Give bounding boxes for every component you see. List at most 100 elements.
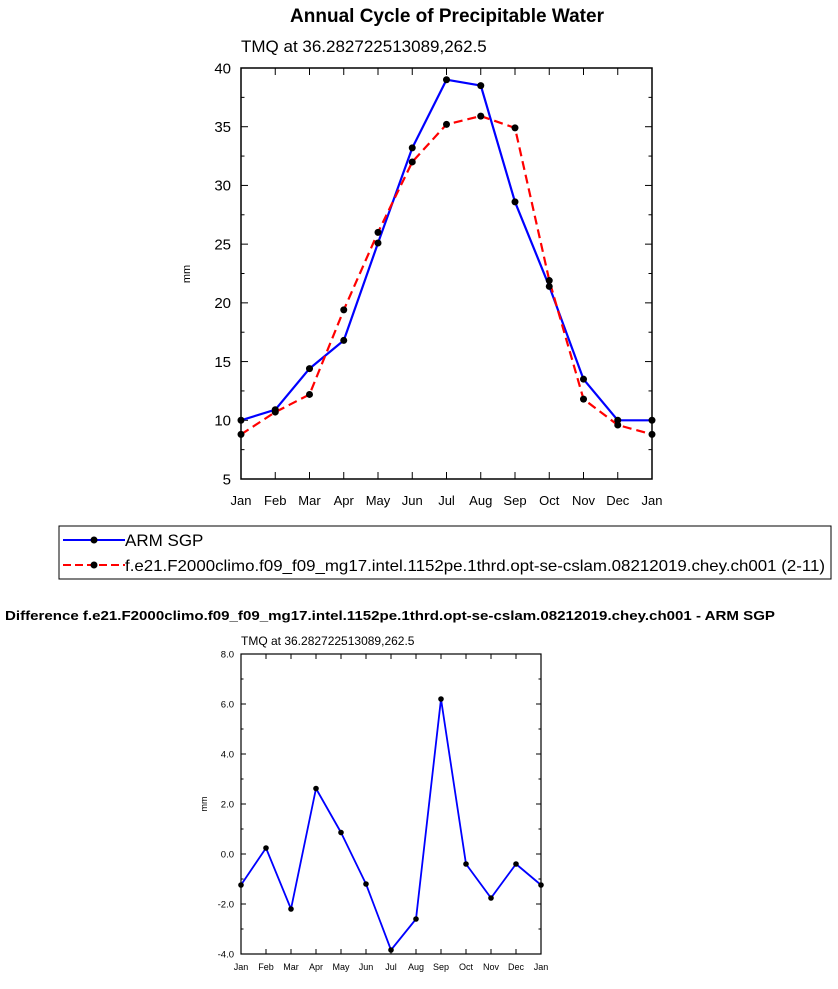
chart-2-points xyxy=(238,696,544,953)
chart-2-ytick-label: 8.0 xyxy=(221,649,234,660)
chart-2: Difference f.e21.F2000climo.f09_f09_mg17… xyxy=(5,608,775,972)
chart-2-ylabel: mm xyxy=(199,797,209,812)
chart-2-title: Difference f.e21.F2000climo.f09_f09_mg17… xyxy=(5,608,775,623)
chart-1-series-1-point xyxy=(580,375,587,383)
chart-1-xtick-label: Jul xyxy=(438,493,455,508)
legend-box xyxy=(58,525,832,580)
chart-2-x-tick-labels: Jan Feb Mar Apr May Jun Jul Aug Sep Oct Nov Dec Jan xyxy=(234,962,549,972)
legend: ARM SGP f.e21.F2000climo.f09_f09_mg17.in… xyxy=(58,525,832,580)
chart-1-x-tick-labels: Jan Feb Mar Apr May Jun Jul Aug Sep Oct Nov Dec Jan xyxy=(231,493,663,508)
chart-2-ytick-label: 4.0 xyxy=(221,749,234,760)
chart-2-ytick-label: 6.0 xyxy=(221,699,234,710)
chart-1-series-line-1 xyxy=(240,78,652,422)
chart-1-ytick-label: 15 xyxy=(214,354,231,371)
chart-2-xtick-label: Jul xyxy=(385,962,397,972)
chart-1-ytick-label: 5 xyxy=(223,471,231,488)
chart-1-title: Annual Cycle of Precipitable Water xyxy=(290,6,605,27)
chart-1-xtick-label: Mar xyxy=(298,493,321,508)
chart-1-xtick-label: Feb xyxy=(264,493,286,508)
chart-2-series-1-point xyxy=(363,881,369,887)
chart-2-xtick-label: Nov xyxy=(483,962,500,972)
legend-marker-arm-sgp xyxy=(90,536,98,544)
chart-2-xtick-label: Jan xyxy=(234,962,249,972)
chart-1-xtick-label: Dec xyxy=(606,493,630,508)
chart-1-series-1-point xyxy=(408,144,416,152)
legend-marker-model xyxy=(90,561,98,569)
chart-1-series-2-point xyxy=(545,277,553,285)
chart-1-xtick-label: Aug xyxy=(469,493,492,508)
chart-2-xtick-label: Apr xyxy=(309,962,323,972)
chart-1-points xyxy=(237,76,656,438)
chart-1-xtick-label: Oct xyxy=(539,493,560,508)
chart-2-xtick-label: Feb xyxy=(258,962,274,972)
chart-2-ticks xyxy=(240,653,542,955)
chart-1-xtick-label: Jun xyxy=(402,493,423,508)
chart-2-xtick-label: Aug xyxy=(408,962,424,972)
chart-2-series-lines xyxy=(240,698,542,951)
chart-1-xtick-label: Apr xyxy=(334,493,355,508)
chart-1-series-1-point xyxy=(511,198,519,206)
chart-2-xtick-label: Jan xyxy=(534,962,549,972)
chart-2-series-1-point xyxy=(438,696,444,702)
chart-2-xtick-label: May xyxy=(332,962,350,972)
chart-2-series-line-1 xyxy=(240,698,542,951)
chart-2-series-1-point xyxy=(488,895,494,901)
chart-2-xtick-label: Sep xyxy=(433,962,449,972)
chart-1-series-2-point xyxy=(614,421,622,429)
chart-1-xtick-label: Jan xyxy=(642,493,663,508)
chart-1: Annual Cycle of Precipitable Water TMQ a… xyxy=(181,6,662,508)
legend-label-model: f.e21.F2000climo.f09_f09_mg17.intel.1152… xyxy=(125,558,825,575)
chart-2-series-1-point xyxy=(463,861,469,867)
chart-1-series-2-point xyxy=(374,228,382,236)
chart-2-series-1-point xyxy=(263,845,269,851)
chart-2-series-1-point xyxy=(513,861,519,867)
chart-1-ylabel: mm xyxy=(181,265,193,283)
chart-1-series-1-point xyxy=(545,282,553,290)
chart-1-plot-frame xyxy=(240,67,653,480)
chart-1-ytick-label: 30 xyxy=(214,178,231,195)
chart-1-series-2-point xyxy=(511,124,519,132)
legend-entry-arm-sgp: ARM SGP xyxy=(63,531,203,550)
chart-2-series-1-point xyxy=(338,829,344,836)
legend-entry-model: f.e21.F2000climo.f09_f09_mg17.intel.1152… xyxy=(63,558,825,575)
chart-1-xtick-label: Jan xyxy=(231,493,252,508)
chart-1-series-2-point xyxy=(580,395,587,403)
chart-2-series-1-point xyxy=(288,906,294,912)
chart-2-series-1-point xyxy=(388,947,394,953)
chart-1-series-1-point xyxy=(443,76,450,84)
chart-1-series-lines xyxy=(240,78,653,436)
chart-1-y-tick-labels: 5 10 15 20 25 30 35 40 xyxy=(214,60,231,488)
legend-label-arm-sgp: ARM SGP xyxy=(125,531,203,550)
chart-1-series-1-point xyxy=(340,336,348,344)
chart-1-series-1-point xyxy=(374,239,382,247)
chart-2-xtick-label: Oct xyxy=(459,962,474,972)
chart-1-series-2-point xyxy=(408,158,416,166)
chart-1-xtick-label: Nov xyxy=(572,493,596,508)
chart-2-xtick-label: Dec xyxy=(508,962,525,972)
chart-1-subtitle: TMQ at 36.282722513089,262.5 xyxy=(241,37,487,56)
chart-1-ticks xyxy=(240,67,653,480)
chart-2-series-1-point xyxy=(413,916,419,922)
chart-2-y-tick-labels: -4.0 -2.0 0.0 2.0 4.0 6.0 8.0 xyxy=(218,649,234,960)
chart-1-ytick-label: 25 xyxy=(214,236,231,253)
chart-1-series-1-point xyxy=(306,365,313,373)
chart-2-ytick-label: 2.0 xyxy=(221,799,234,810)
chart-1-series-2-point xyxy=(340,306,348,314)
chart-1-series-2-point xyxy=(443,120,450,128)
chart-1-ytick-label: 35 xyxy=(214,119,231,136)
chart-2-series-1-point xyxy=(313,785,319,792)
chart-1-series-2-point xyxy=(306,390,313,398)
chart-1-xtick-label: May xyxy=(366,493,391,508)
chart-2-xtick-label: Mar xyxy=(283,962,299,972)
chart-2-ytick-label: -4.0 xyxy=(218,949,234,960)
chart-1-series-2-point xyxy=(477,112,485,120)
chart-1-series-2-point xyxy=(271,408,279,416)
chart-1-ytick-label: 40 xyxy=(214,60,231,77)
chart-1-series-1-point xyxy=(477,82,485,90)
chart-2-subtitle: TMQ at 36.282722513089,262.5 xyxy=(241,634,415,648)
chart-1-ytick-label: 20 xyxy=(214,295,231,312)
chart-1-xtick-label: Sep xyxy=(503,493,526,508)
chart-2-ytick-label: 0.0 xyxy=(221,849,234,860)
